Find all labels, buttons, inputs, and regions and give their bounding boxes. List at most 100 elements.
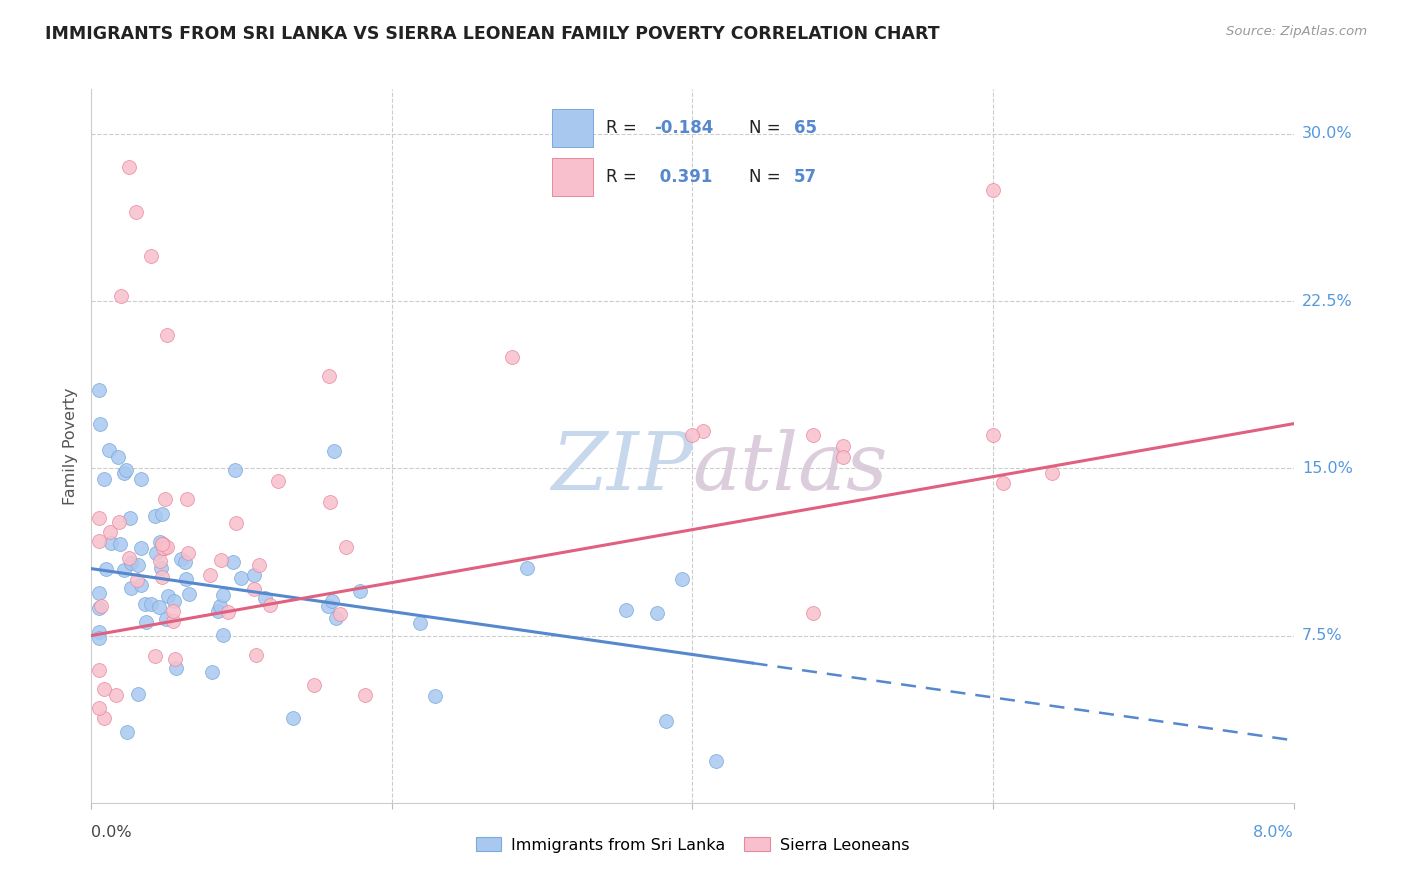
Point (163, 594, 186, 608)
Point (321, 594, 343, 608)
Point (87, 384, 110, 398)
Point (329, 607, 352, 622)
Point (692, 424, 714, 438)
Point (211, 628, 233, 642)
Point (218, 606, 240, 620)
Point (120, 510, 142, 524)
Point (174, 572, 197, 586)
Point (134, 597, 156, 611)
Point (173, 555, 195, 569)
Text: 15.0%: 15.0% (1302, 461, 1353, 475)
Y-axis label: Family Poverty: Family Poverty (63, 387, 79, 505)
Point (201, 665, 224, 679)
Point (87, 701, 110, 715)
Point (831, 450, 853, 465)
Point (153, 492, 176, 507)
Point (318, 368, 340, 383)
Legend: Immigrants from Sri Lanka, Sierra Leoneans: Immigrants from Sri Lanka, Sierra Leonea… (470, 830, 915, 859)
Point (200, 567, 222, 582)
Point (143, 509, 166, 524)
Point (170, 552, 193, 566)
Point (325, 610, 347, 624)
Point (831, 439, 853, 453)
Point (100, 536, 122, 550)
Point (225, 516, 247, 531)
Point (162, 614, 184, 628)
Point (141, 249, 163, 264)
Point (222, 555, 245, 569)
Point (801, 427, 824, 442)
Point (87, 534, 110, 549)
Point (335, 540, 357, 554)
Point (120, 581, 142, 595)
Point (110, 289, 132, 303)
Point (254, 591, 277, 605)
Point (149, 535, 172, 549)
Point (87, 663, 110, 677)
Point (801, 607, 824, 621)
Text: ZIP: ZIP (551, 429, 692, 506)
Point (107, 450, 129, 465)
Point (139, 597, 162, 611)
Point (152, 507, 174, 521)
Point (681, 427, 703, 442)
Point (125, 573, 148, 587)
Point (501, 350, 523, 364)
Text: 8.0%: 8.0% (1253, 825, 1294, 839)
Point (155, 612, 177, 626)
Point (93, 681, 115, 696)
Point (267, 474, 290, 488)
Point (89, 417, 111, 431)
Point (149, 561, 172, 575)
Point (1040, 466, 1063, 480)
Point (243, 582, 266, 596)
Point (112, 563, 135, 577)
Point (143, 648, 166, 663)
Text: IMMIGRANTS FROM SRI LANKA VS SIERRA LEONEAN FAMILY POVERTY CORRELATION CHART: IMMIGRANTS FROM SRI LANKA VS SIERRA LEON… (45, 25, 939, 43)
Point (118, 551, 141, 566)
Point (131, 472, 153, 486)
Point (207, 604, 229, 618)
Point (125, 204, 148, 219)
Point (993, 476, 1015, 491)
Point (647, 607, 669, 621)
Point (425, 689, 447, 703)
Point (150, 537, 173, 551)
Point (156, 541, 179, 555)
Point (105, 688, 128, 702)
Point (245, 648, 267, 662)
Point (704, 754, 727, 768)
Point (152, 541, 174, 556)
Point (316, 599, 339, 613)
Point (115, 463, 138, 477)
Point (243, 567, 266, 582)
Point (323, 444, 346, 458)
Text: 22.5%: 22.5% (1302, 293, 1353, 309)
Text: 0.0%: 0.0% (91, 825, 132, 839)
Point (120, 557, 142, 571)
Point (353, 688, 375, 702)
Point (209, 599, 232, 614)
Point (87, 631, 110, 645)
Point (981, 427, 1004, 442)
Point (259, 599, 281, 613)
Point (614, 603, 637, 617)
Point (145, 546, 167, 560)
Text: Source: ZipAtlas.com: Source: ZipAtlas.com (1226, 25, 1367, 38)
Point (155, 327, 177, 342)
Point (149, 554, 172, 568)
Point (302, 678, 325, 692)
Point (409, 615, 432, 630)
Point (87, 586, 110, 600)
Point (87, 625, 110, 640)
Point (135, 615, 157, 630)
Point (209, 553, 232, 567)
Point (671, 573, 693, 587)
Point (94, 562, 117, 576)
Point (224, 463, 246, 477)
Point (162, 604, 184, 618)
Point (655, 714, 678, 728)
Point (93, 473, 115, 487)
Point (157, 589, 180, 603)
Point (112, 466, 135, 480)
